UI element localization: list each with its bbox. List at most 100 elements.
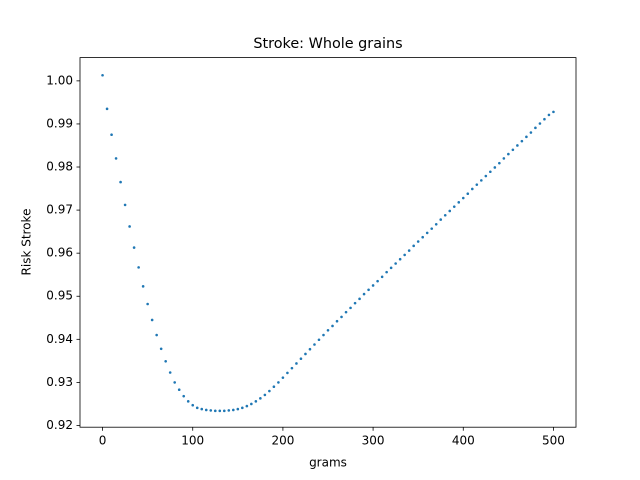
y-axis-label: Risk Stroke xyxy=(20,209,34,276)
plot-frame xyxy=(79,57,577,428)
scatter-point xyxy=(380,275,384,279)
x-tick-label: 300 xyxy=(362,434,385,448)
scatter-point xyxy=(168,371,172,374)
y-tick-label: 0.95 xyxy=(46,289,73,303)
scatter-point xyxy=(439,218,443,221)
scatter-point xyxy=(434,223,438,226)
scatter-point xyxy=(376,279,379,283)
scatter-point xyxy=(335,319,339,323)
scatter-point xyxy=(250,402,253,406)
y-tick-label: 0.99 xyxy=(46,116,73,130)
scatter-point xyxy=(232,408,235,412)
scatter-point xyxy=(286,371,289,375)
scatter-point xyxy=(371,284,375,287)
scatter-point xyxy=(385,270,388,274)
scatter-point xyxy=(448,209,452,213)
scatter-point xyxy=(200,407,204,411)
scatter-point xyxy=(326,328,330,332)
scatter-point xyxy=(358,297,361,301)
scatter-point xyxy=(470,187,474,191)
scatter-point xyxy=(407,249,411,252)
scatter-point xyxy=(295,362,298,365)
scatter-point xyxy=(317,338,321,342)
scatter-point xyxy=(331,324,334,328)
x-axis-label: grams xyxy=(309,456,347,470)
y-tick-label: 0.98 xyxy=(46,160,73,174)
scatter-point xyxy=(186,400,190,403)
scatter-point xyxy=(367,288,370,292)
scatter-point xyxy=(389,266,393,270)
scatter-point xyxy=(425,231,429,235)
scatter-point xyxy=(452,205,456,208)
scatter-point xyxy=(552,110,555,114)
x-tick-label: 200 xyxy=(271,434,294,448)
scatter-point xyxy=(498,161,501,165)
scatter-point xyxy=(245,404,249,408)
scatter-point xyxy=(110,133,113,137)
scatter-point xyxy=(322,333,325,337)
scatter-point xyxy=(159,347,163,351)
scatter-point xyxy=(137,266,140,269)
scatter-point xyxy=(191,403,195,407)
scatter-point xyxy=(119,180,122,184)
scatter-point xyxy=(213,409,217,413)
scatter-point xyxy=(263,393,267,397)
scatter-point xyxy=(132,246,136,249)
scatter-point xyxy=(290,366,294,370)
scatter-point xyxy=(272,385,276,389)
scatter-point xyxy=(353,301,357,305)
scatter-point xyxy=(349,306,352,310)
x-tick-label: 100 xyxy=(181,434,204,448)
scatter-point xyxy=(416,240,420,243)
scatter-point xyxy=(128,225,131,228)
scatter-point xyxy=(534,126,537,130)
scatter-point xyxy=(182,394,186,398)
scatter-point xyxy=(268,389,271,393)
scatter-point xyxy=(308,347,312,351)
scatter-point xyxy=(277,381,280,384)
scatter-point xyxy=(525,135,528,139)
scatter-point xyxy=(362,292,366,296)
scatter-point xyxy=(403,253,406,257)
scatter-point xyxy=(421,235,424,239)
scatter-point xyxy=(398,257,402,261)
x-tick-label: 0 xyxy=(99,434,107,448)
scatter-point xyxy=(241,406,244,410)
scatter-point xyxy=(457,201,461,204)
scatter-point xyxy=(236,407,240,411)
y-tick-label: 0.92 xyxy=(46,418,73,432)
scatter-point xyxy=(511,148,515,152)
scatter-point xyxy=(313,343,316,346)
scatter-point xyxy=(493,166,497,169)
x-tick-label: 500 xyxy=(542,434,565,448)
scatter-point xyxy=(489,170,492,174)
scatter-point xyxy=(222,409,226,413)
scatter-point xyxy=(123,203,127,207)
scatter-point xyxy=(155,333,158,337)
scatter-point xyxy=(412,244,415,248)
scatter-point xyxy=(484,174,488,178)
scatter-point xyxy=(529,131,533,134)
scatter-point xyxy=(105,107,109,111)
scatter-point xyxy=(150,318,154,322)
scatter-point xyxy=(466,192,470,196)
scatter-point xyxy=(547,113,551,117)
scatter-point xyxy=(344,310,348,314)
y-tick-label: 1.00 xyxy=(46,73,73,87)
scatter-point xyxy=(141,285,145,288)
scatter-point xyxy=(259,397,262,400)
y-tick-label: 0.94 xyxy=(46,332,73,346)
scatter-point xyxy=(516,144,519,147)
y-tick-label: 0.97 xyxy=(46,203,73,217)
scatter-point xyxy=(394,262,397,265)
scatter-point xyxy=(507,152,510,156)
scatter-point xyxy=(340,315,343,319)
scatter-point xyxy=(227,409,231,412)
scatter-point xyxy=(520,139,524,143)
scatter-point xyxy=(195,406,199,410)
scatter-point xyxy=(146,302,149,306)
scatter-point xyxy=(543,117,546,121)
scatter-point xyxy=(281,376,285,379)
y-tick-label: 0.96 xyxy=(46,246,73,260)
